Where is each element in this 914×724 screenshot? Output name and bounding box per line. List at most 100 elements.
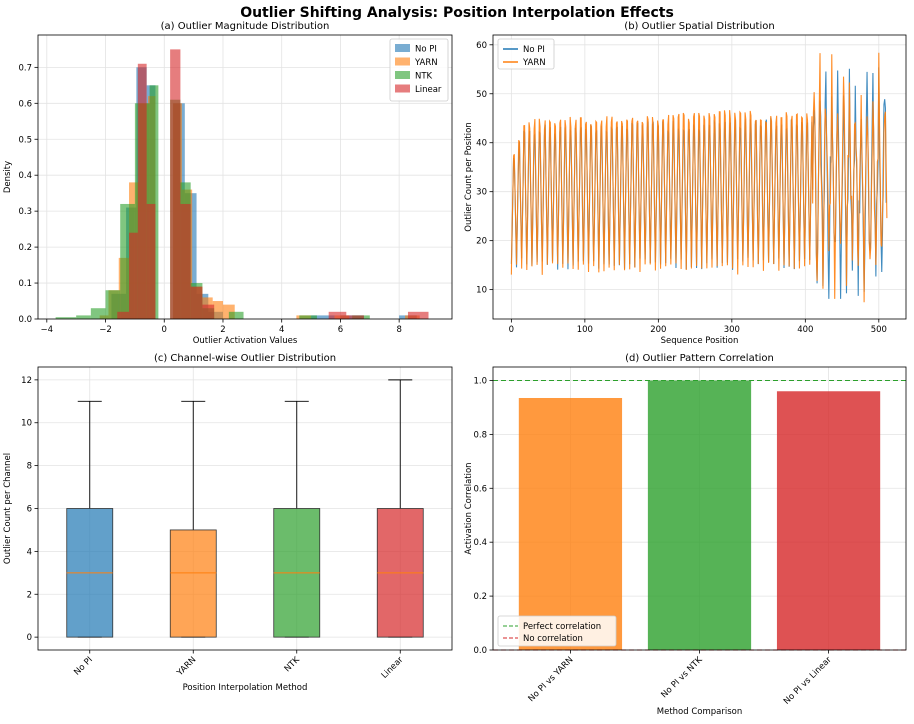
y-tick-label: 8 <box>27 462 32 472</box>
x-tick-label: No PI vs Linear <box>782 655 834 707</box>
panel-d-title: (d) Outlier Pattern Correlation <box>625 353 774 364</box>
x-tick-label: 200 <box>650 325 666 335</box>
x-tick-label: YARN <box>175 655 199 679</box>
y-tick-label: 0.5 <box>18 135 32 145</box>
histogram-bar-ntk <box>105 290 121 319</box>
histogram-bar-ntk <box>55 317 77 319</box>
x-tick-label: No PI <box>72 655 95 678</box>
histogram-bar-linear <box>129 232 138 319</box>
histogram-bar-linear <box>137 63 147 320</box>
legend: No PI YARN NTK Linear <box>389 38 449 102</box>
y-tick-label: 30 <box>476 188 487 198</box>
histogram-bar-linear <box>180 203 191 319</box>
panel-a-title: (a) Outlier Magnitude Distribution <box>161 21 330 32</box>
box-iqr-yarn <box>169 529 217 638</box>
x-tick-label: No PI vs NTK <box>659 655 704 700</box>
x-tick-label: 2 <box>220 325 225 335</box>
legend-swatch-yarn <box>395 57 410 66</box>
panel-b-line-chart: (b) Outlier Spatial Distribution 10 20 30 40… <box>464 21 907 346</box>
y-tick-label: 10 <box>476 286 487 296</box>
x-axis-label: Sequence Position <box>661 336 739 346</box>
histogram-bar-linear <box>346 315 364 319</box>
x-tick-label: 300 <box>724 325 740 335</box>
histogram-bar-linear <box>407 311 429 319</box>
y-tick-label: 2 <box>27 590 32 600</box>
x-tick-label: 400 <box>797 325 813 335</box>
legend-label-yarn: YARN <box>522 58 546 68</box>
panel-a-histogram: (a) Outlier Magnitude Distribution 0.0 0.1… <box>3 21 453 346</box>
x-tick-label: 0 <box>162 325 167 335</box>
legend-box <box>497 615 617 647</box>
y-tick-label: 50 <box>476 90 487 100</box>
box-yarn <box>169 400 217 638</box>
x-tick-label: 6 <box>338 325 343 335</box>
box-no_pi <box>66 400 114 638</box>
histogram-bar-linear <box>170 49 181 319</box>
axes-frame <box>37 366 453 651</box>
y-tick-label: 0.2 <box>473 592 487 602</box>
y-axis-label: Outlier Count per Position <box>464 122 474 231</box>
box-ntk <box>273 400 321 638</box>
legend: No PI YARN <box>497 38 555 70</box>
legend-label-linear: Linear <box>415 85 442 95</box>
histogram-bar-ntk <box>228 311 244 319</box>
histogram-bar-linear <box>146 203 156 319</box>
legend-swatch-linear <box>395 84 410 93</box>
x-axis-label: Method Comparison <box>657 707 742 717</box>
x-tick-label: No PI vs YARN <box>527 655 576 704</box>
y-axis-label: Outlier Count per Channel <box>3 453 13 564</box>
y-axis-label: Density <box>3 161 13 193</box>
y-tick-label: 0.1 <box>18 279 32 289</box>
x-tick-label: Linear <box>380 655 406 681</box>
legend-label-ntk: NTK <box>415 72 433 82</box>
y-tick-label: 0.4 <box>473 538 487 548</box>
y-tick-label: 0.8 <box>473 430 487 440</box>
axes-frame <box>37 34 453 320</box>
y-tick-label: 6 <box>27 505 32 515</box>
y-tick-label: 1.0 <box>473 376 487 386</box>
histogram-bar-ntk <box>299 315 317 319</box>
y-tick-label: 0.0 <box>18 315 32 325</box>
legend-label-linear: No correlation <box>523 634 583 644</box>
bar-linear <box>776 391 881 650</box>
legend: Perfect correlation No correlation <box>497 615 617 647</box>
bar-yarn <box>518 397 623 650</box>
legend-swatch-no_pi <box>395 44 410 52</box>
y-tick-label: 20 <box>476 237 487 247</box>
y-axis-label: Activation Correlation <box>464 462 474 554</box>
histogram-bar-ntk <box>76 315 91 319</box>
histogram-bar-linear <box>328 311 347 319</box>
panel-b-title: (b) Outlier Spatial Distribution <box>624 21 774 32</box>
axes-frame <box>492 34 907 320</box>
x-tick-label: 0 <box>509 325 514 335</box>
histogram-bar-ntk <box>90 308 106 319</box>
x-tick-label: −4 <box>41 325 54 335</box>
histogram-bar-no_pi <box>311 315 335 319</box>
x-axis-label: Outlier Activation Values <box>193 336 298 346</box>
x-tick-label: 8 <box>396 325 401 335</box>
y-tick-label: 4 <box>27 547 32 557</box>
histogram-bar-ntk <box>149 85 159 319</box>
legend-label-yarn: YARN <box>414 58 438 68</box>
series-line-yarn <box>510 52 888 303</box>
y-tick-label: 0.2 <box>18 243 32 253</box>
y-tick-label: 0.7 <box>18 63 32 73</box>
x-tick-label: 4 <box>279 325 284 335</box>
panel-d-bar-chart: (d) Outlier Pattern Correlation 0.0 0.2 0.4… <box>464 353 907 717</box>
series-linear-bars <box>117 49 429 320</box>
legend-label-no_pi: No PI <box>415 45 437 55</box>
histogram-bar-yarn <box>212 301 223 319</box>
x-tick-label: 100 <box>577 325 593 335</box>
x-tick-label: NTK <box>283 655 302 674</box>
x-tick-label: −2 <box>99 325 112 335</box>
y-tick-label: 0.3 <box>18 207 32 217</box>
bar-ntk <box>647 380 752 650</box>
x-tick-label: 500 <box>871 325 887 335</box>
series-ntk-bars <box>55 85 370 319</box>
box-linear <box>376 379 424 638</box>
histogram-bar-linear <box>202 304 215 319</box>
panel-c-title: (c) Channel-wise Outlier Distribution <box>154 353 336 364</box>
y-tick-label: 0.6 <box>473 484 487 494</box>
y-tick-label: 0 <box>27 633 32 643</box>
